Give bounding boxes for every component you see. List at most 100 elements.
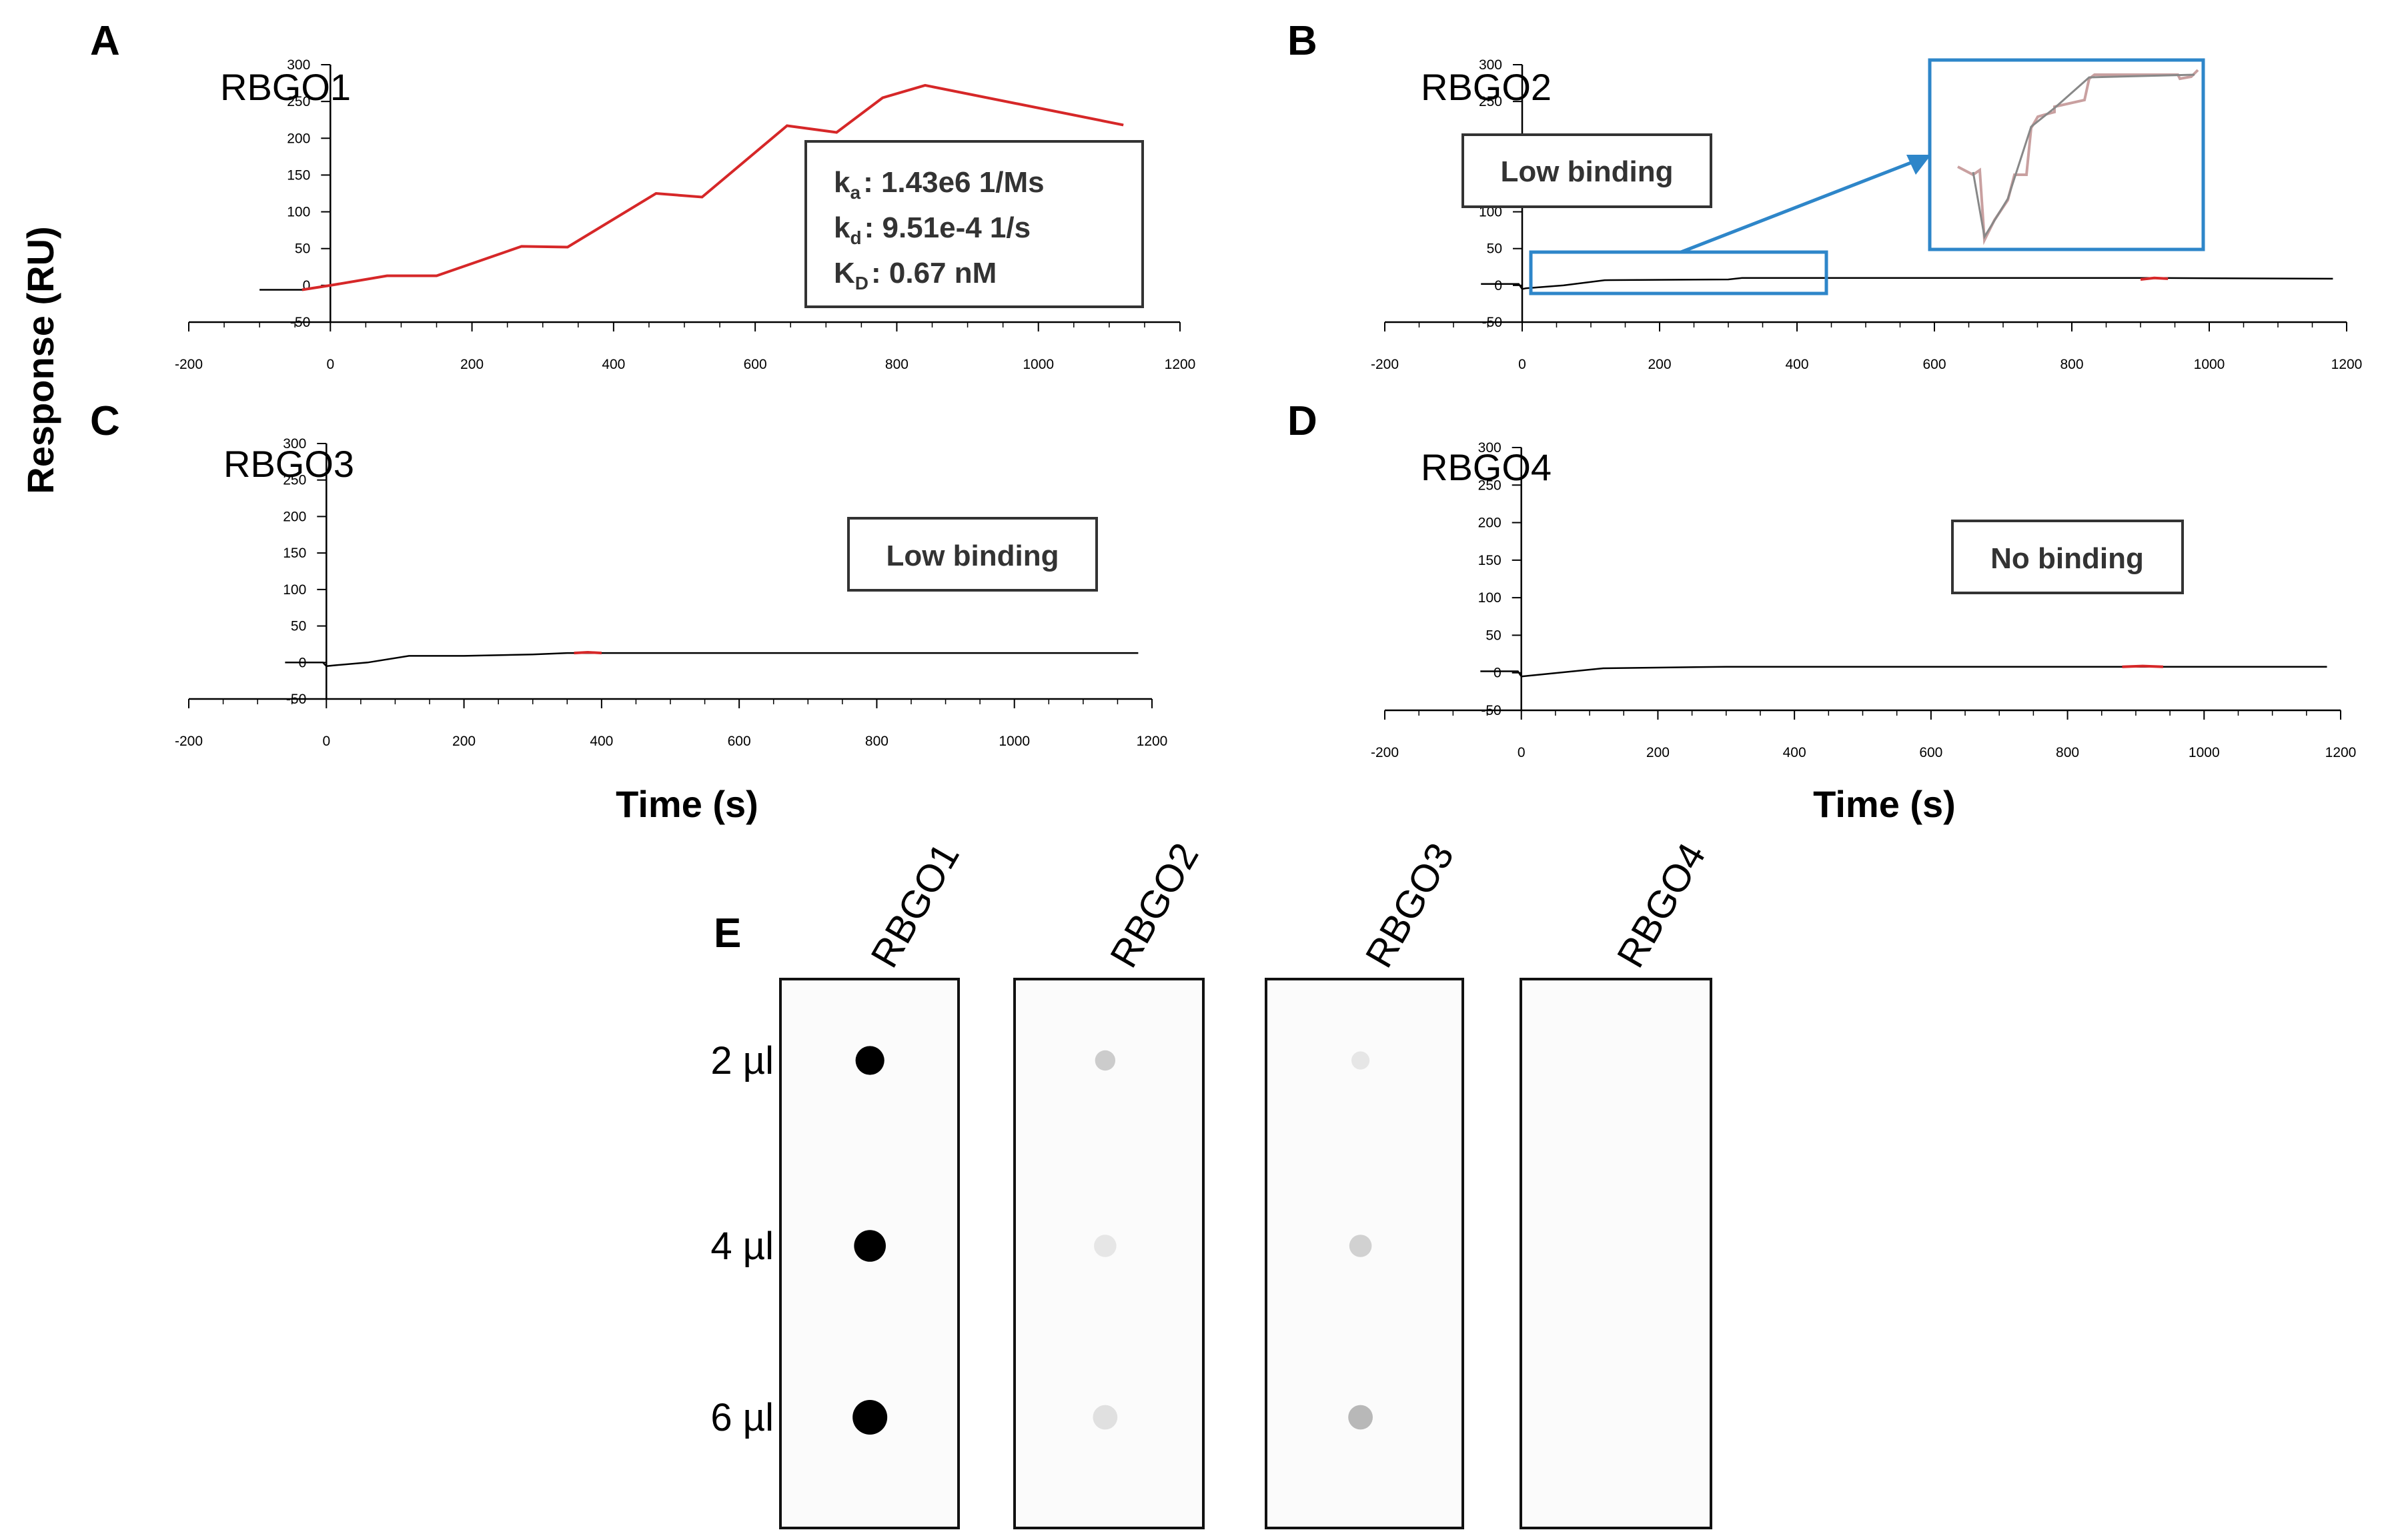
series-measured <box>1480 666 2327 678</box>
chart-d: -50 0 50 100 150 200 250 300 -200 0 200 400 600 800 10… <box>1371 440 2356 760</box>
x-tick-label: 1000 <box>2194 357 2225 372</box>
y-tick-label: 50 <box>291 619 306 634</box>
panel-b: B RBGO2 -50050100150200250300-2000200400… <box>1287 18 2362 372</box>
panel-title-d: RBGO4 <box>1421 446 1552 488</box>
x-tick-label: 1000 <box>1023 357 1054 372</box>
y-tick-label: 300 <box>287 57 310 73</box>
volume-label: 2 µl <box>710 1039 774 1082</box>
kinetics-box: ka: 1.43e6 1/Ms kd: 9.51e-4 1/s KD: 0.67… <box>804 140 1144 308</box>
x-tick-label: 600 <box>1919 745 1942 760</box>
volume-label: 4 µl <box>710 1225 774 1268</box>
kd-line: kd: 9.51e-4 1/s <box>834 211 1031 248</box>
x-tick-label: 200 <box>1648 357 1671 372</box>
y-tick-label: 100 <box>283 582 306 598</box>
x-tick-label: 800 <box>885 357 909 372</box>
y-tick-label: 250 <box>1479 94 1502 109</box>
y-tick-label: -50 <box>290 315 310 330</box>
x-tick-label: -200 <box>1371 357 1399 372</box>
blot-spot <box>1095 1050 1116 1071</box>
panel-letter-e: E <box>714 910 741 956</box>
panel-letter-d: D <box>1287 398 1317 444</box>
zoom-fit <box>1972 73 2195 240</box>
y-tick-label: 300 <box>1479 57 1502 73</box>
y-tick-label: 150 <box>287 167 310 183</box>
annotation-c: Low binding <box>886 540 1059 572</box>
x-axis-title-left: Time (s) <box>616 783 758 825</box>
series-fit <box>2122 664 2163 668</box>
x-tick-label: 600 <box>744 357 767 372</box>
volume-label: 6 µl <box>710 1396 774 1439</box>
panel-title-c: RBGO3 <box>223 443 354 485</box>
series-fit <box>574 650 602 655</box>
x-tick-label: -200 <box>1371 745 1399 760</box>
y-tick-label: 150 <box>1478 553 1502 568</box>
y-tick-label: 100 <box>287 205 310 220</box>
blot-spot <box>1351 1051 1370 1070</box>
y-tick-label: 200 <box>287 131 310 146</box>
blot-spot <box>1094 1235 1117 1257</box>
y-tick-label: 250 <box>1478 478 1502 493</box>
x-tick-label: 0 <box>1518 357 1526 372</box>
blot-membrane <box>1520 978 1712 1529</box>
annotation-d: No binding <box>1990 542 2144 575</box>
y-tick-label: 100 <box>1478 590 1502 606</box>
panel-title-a: RBGO1 <box>220 66 351 108</box>
x-tick-label: 200 <box>1646 745 1670 760</box>
x-tick-label: 400 <box>602 357 625 372</box>
annotation-b: Low binding <box>1500 155 1673 188</box>
x-tick-label: 200 <box>452 734 476 749</box>
chart-a: -50 0 50 100 150 200 250 300 -200 0 200 400 600 800 10… <box>175 57 1195 372</box>
panel-letter-a: A <box>90 18 120 64</box>
x-axis-title-right: Time (s) <box>1813 783 1956 825</box>
y-tick-label: 50 <box>1487 241 1502 257</box>
annotation-box-c: Low binding <box>847 517 1098 592</box>
y-tick-label: 200 <box>283 509 306 524</box>
y-tick-label: 0 <box>1494 666 1502 681</box>
series-measured <box>1481 277 2333 290</box>
x-tick-label: 1000 <box>999 734 1030 749</box>
y-tick-label: 300 <box>1478 440 1502 456</box>
y-tick-label: 200 <box>1478 516 1502 531</box>
blot-spot <box>1349 1235 1372 1257</box>
ka-line: ka: 1.43e6 1/Ms <box>834 166 1045 203</box>
panel-title-b: RBGO2 <box>1421 66 1552 108</box>
y-tick-label: -50 <box>286 692 306 707</box>
series-fit <box>2140 276 2169 281</box>
series-fit <box>302 83 1124 291</box>
blot-spot <box>852 1400 888 1435</box>
zoom-region <box>1529 250 1828 295</box>
x-tick-label: 600 <box>728 734 751 749</box>
x-tick-label: 1000 <box>2189 745 2220 760</box>
blot-spot <box>855 1046 884 1075</box>
x-tick-label: 400 <box>1785 357 1808 372</box>
y-tick-label: 50 <box>295 241 310 257</box>
x-tick-label: 1200 <box>2331 357 2363 372</box>
y-tick-label: 150 <box>283 546 306 561</box>
blot-spot <box>1093 1405 1118 1430</box>
panel-letter-c: C <box>90 398 120 444</box>
zoom-arrow <box>1680 158 1918 254</box>
x-tick-label: 400 <box>1783 745 1806 760</box>
zoom-inset <box>1529 58 2205 295</box>
x-tick-label: -200 <box>175 357 203 372</box>
y-tick-label: 50 <box>1485 628 1501 643</box>
annotation-box-b: Low binding <box>1461 133 1712 208</box>
KD-line: KD: 0.67 nM <box>834 257 997 293</box>
y-axis-title: Response (RU) <box>19 226 61 494</box>
x-tick-label: 400 <box>590 734 613 749</box>
y-tick-label: 100 <box>1479 205 1502 220</box>
panel-a: A RBGO1 -50 0 50 100 150 200 250 300 -200 0 200 400… <box>90 18 1195 372</box>
annotation-box-d: No binding <box>1951 520 2184 594</box>
zoom-box <box>1928 58 2205 251</box>
x-tick-label: 800 <box>865 734 888 749</box>
x-tick-label: -200 <box>175 734 203 749</box>
x-tick-label: 800 <box>2060 357 2083 372</box>
y-tick-label: 0 <box>1494 278 1502 293</box>
y-tick-label: -50 <box>1481 703 1501 718</box>
zoom-arrow-head <box>1906 155 1931 175</box>
